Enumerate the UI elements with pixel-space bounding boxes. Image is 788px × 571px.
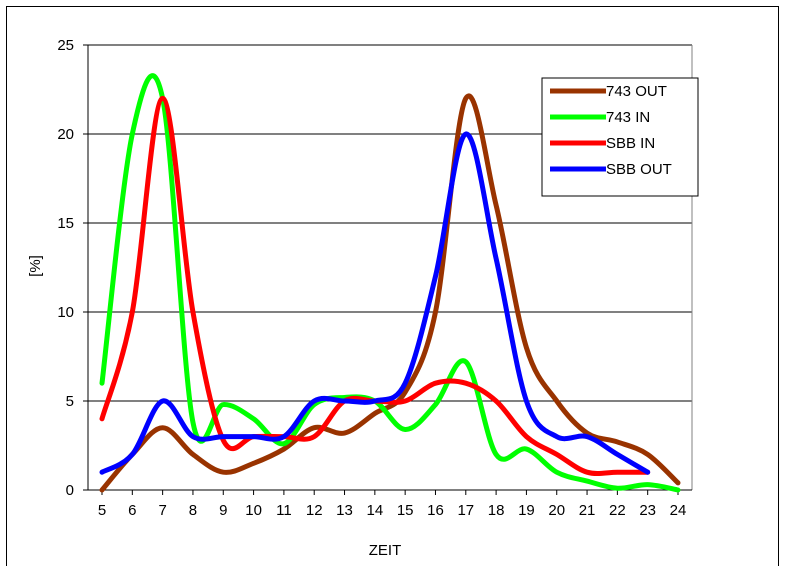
x-tick-label-7: 7 (158, 502, 166, 519)
x-tick-label-9: 9 (219, 502, 227, 519)
x-tick-label-11: 11 (276, 502, 292, 519)
series-lines (99, 73, 681, 493)
legend: 743 OUT 743 IN SBB IN SBB OUT (541, 77, 699, 197)
x-tick-label-22: 22 (609, 502, 626, 519)
x-tick-label-10: 10 (245, 502, 262, 519)
x-tick-label-19: 19 (518, 502, 535, 519)
y-tick-label-10: 10 (57, 304, 74, 321)
legend-label-3: SBB OUT (606, 161, 672, 178)
x-tick-label-17: 17 (457, 502, 474, 519)
x-tick-label-12: 12 (306, 502, 323, 519)
x-tick-label-6: 6 (128, 502, 136, 519)
y-tick-label-0: 0 (66, 482, 74, 499)
y-tick-label-25: 25 (57, 37, 74, 54)
y-tick-label-5: 5 (66, 393, 74, 410)
legend-label-1: 743 IN (606, 109, 650, 126)
series-line-3 (99, 131, 651, 475)
axes: 0 5 10 15 20 25 5 6 7 8 9 10 11 12 13 14 15 16 17 18 19 20 21 2… (57, 37, 692, 519)
x-tick-label-5: 5 (98, 502, 106, 519)
legend-label-2: SBB IN (606, 135, 655, 152)
legend-box (541, 77, 699, 197)
x-tick-label-15: 15 (397, 502, 414, 519)
x-tick-label-23: 23 (639, 502, 656, 519)
x-tick-label-24: 24 (670, 502, 687, 519)
y-tick-label-15: 15 (57, 215, 74, 232)
x-axis-label: ZEIT (369, 542, 402, 559)
chart-frame (6, 6, 779, 566)
y-tick-label-20: 20 (57, 126, 74, 143)
series-line-0 (99, 93, 681, 493)
legend-label-0: 743 OUT (606, 83, 667, 100)
x-tick-label-20: 20 (548, 502, 565, 519)
x-tick-label-8: 8 (189, 502, 197, 519)
x-tick-label-13: 13 (336, 502, 353, 519)
x-tick-label-18: 18 (488, 502, 505, 519)
x-tick-label-16: 16 (427, 502, 444, 519)
y-axis-label: [%] (27, 255, 44, 277)
x-tick-label-21: 21 (579, 502, 596, 519)
x-tick-label-14: 14 (366, 502, 383, 519)
